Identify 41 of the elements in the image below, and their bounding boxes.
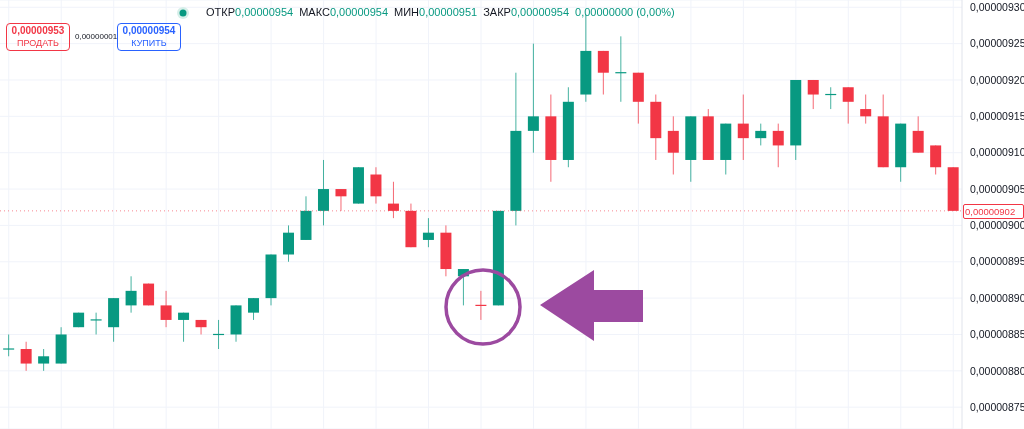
candlestick [597,50,609,96]
candlestick [370,166,382,205]
candlestick [160,290,172,328]
annotation: 0,00000001 [75,32,118,41]
candlestick [248,297,260,321]
candlestick [195,319,207,335]
candlestick [387,181,399,219]
candlestick [125,275,137,314]
candlestick [842,86,854,125]
annotation: ПРОДАТЬ [16,37,60,49]
candlestick [930,144,942,176]
candlestick [807,79,819,110]
annotation: 0,00000000 (0,00%) [575,6,675,18]
annotation: 0,00000954 [510,6,570,18]
annotation: ОТКР [206,6,236,18]
candlestick [527,43,539,154]
candlestick [2,333,15,357]
annotation: ЗАКР [483,6,511,18]
annotation: МИН [394,6,420,18]
candlestick [667,115,679,176]
annotation: КУПИТЬ [130,37,168,49]
annotation: 0,00000953 [10,25,66,37]
annotation: 0,00000954 [329,6,389,18]
candlestick [90,312,103,335]
annotation: 0,00000954 [121,25,177,37]
candlestick [38,348,50,372]
candlestick [755,123,767,146]
candlestick [422,217,434,248]
annotation: МАКС [299,6,330,18]
candlestick [737,94,749,161]
candlestick [912,115,924,154]
candlestick [860,94,872,125]
candlestick [335,188,347,212]
annotation: 0,00000951 [419,6,478,18]
annotation: 0,00000954 [235,6,294,18]
candlestick [772,123,784,168]
candlestick [178,312,190,343]
ref-line-label: 0,00000902 [963,203,1024,219]
candlestick [283,224,294,263]
candlestick [20,341,32,372]
candlestick [317,159,329,226]
